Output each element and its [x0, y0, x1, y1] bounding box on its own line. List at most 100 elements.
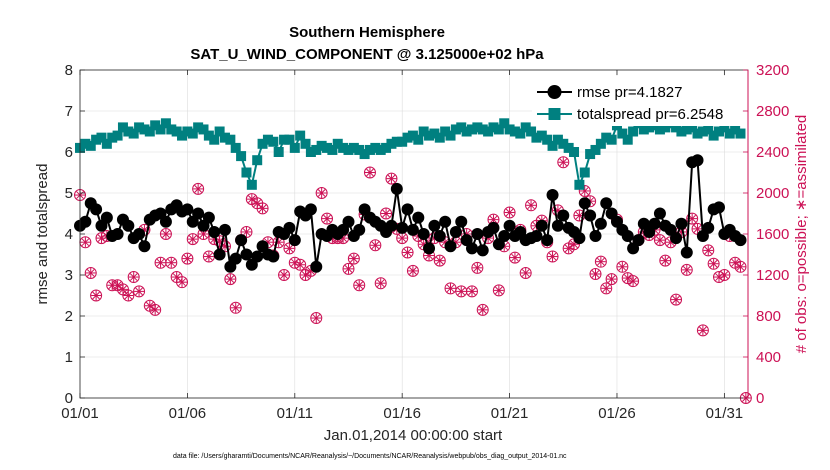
obs-possible-point [605, 273, 618, 286]
totalspread-point [617, 128, 628, 139]
obs-assimilated-point [279, 270, 290, 280]
obs-possible-point [616, 260, 629, 273]
totalspread-point [697, 126, 708, 137]
totalspread-point [424, 130, 435, 141]
totalspread-point [671, 122, 682, 133]
rmse-point [251, 250, 264, 263]
obs-assimilated-point [520, 267, 531, 278]
rmse-point [138, 240, 151, 253]
obs-assimilated-point [692, 223, 703, 234]
obs-possible-point [321, 212, 334, 225]
totalspread-point [343, 144, 354, 155]
totalspread-point [295, 130, 306, 141]
totalspread-point [719, 122, 730, 133]
rmse-point [444, 240, 457, 253]
obs-possible-point [224, 273, 237, 286]
rmse-point [648, 217, 661, 230]
totalspread-point [225, 134, 236, 145]
totalspread-point [585, 149, 596, 160]
totalspread-point [117, 122, 128, 133]
obs-assimilated-point [241, 226, 252, 237]
rmse-point [471, 228, 484, 240]
y2-axis-ticks: 0 400 800 1200 1600 2000 2400 2800 3200 [743, 62, 789, 407]
totalspread-point [171, 126, 182, 137]
y2-tick-label: 3200 [756, 62, 789, 79]
y2-tick-label: 0 [756, 390, 764, 407]
totalspread-point [348, 142, 359, 153]
obs-assimilated-point [364, 167, 375, 178]
rmse-point [680, 246, 693, 259]
x-tick-label: 01/16 [383, 405, 421, 422]
totalspread-point [526, 126, 537, 137]
totalspread-point [606, 134, 617, 145]
totalspread-point [413, 134, 424, 145]
totalspread-point [128, 128, 139, 139]
obs-possible-point [444, 282, 457, 295]
rmse-point [283, 221, 296, 234]
totalspread-point [203, 130, 214, 141]
totalspread-point [601, 132, 612, 143]
totalspread-point [579, 167, 590, 178]
totalspread-point [268, 136, 279, 147]
rmse-point [455, 215, 468, 228]
rmse-point [240, 248, 253, 261]
rmse-point [557, 209, 570, 222]
obs-assimilated-point [493, 285, 504, 296]
obs-possible-point [310, 312, 323, 325]
obs-assimilated-point [144, 300, 155, 311]
totalspread-point [429, 128, 440, 139]
totalspread-point [547, 140, 558, 151]
obs-possible-point [503, 206, 516, 219]
obs-possible-point [546, 250, 559, 263]
rmse-point [229, 252, 242, 265]
obs-assimilated-point [547, 251, 558, 262]
rmse-point [584, 209, 597, 222]
obs-assimilated-point [381, 208, 392, 219]
y-tick-label: 5 [65, 185, 73, 202]
y-tick-label: 7 [65, 103, 73, 120]
obs-possible-point [519, 266, 532, 279]
rmse-point [79, 215, 92, 228]
totalspread-point [569, 147, 580, 157]
obs-assimilated-point [488, 214, 499, 225]
rmse-point [503, 219, 516, 232]
rmse-point [487, 221, 500, 234]
rmse-point [267, 250, 280, 263]
obs-assimilated-point [402, 247, 413, 258]
totalspread-point [681, 124, 692, 135]
rmse-point [208, 225, 221, 238]
obs-possible-point [90, 289, 103, 302]
obs-assimilated-point [590, 268, 601, 279]
totalspread-point [96, 132, 107, 143]
rmse-point [401, 203, 414, 216]
rmse-point [594, 217, 607, 230]
legend: rmse pr=4.1827 totalspread pr=6.2548 [532, 76, 742, 126]
totalspread-point [552, 134, 563, 145]
totalspread-point [230, 142, 241, 153]
obs-assimilated-point [316, 188, 327, 198]
rmse-point [573, 232, 586, 245]
obs-possible-point [192, 182, 205, 195]
legend-spread-label: totalspread pr=6.2548 [577, 106, 723, 123]
obs-possible-point [181, 252, 194, 265]
totalspread-point [477, 124, 488, 135]
obs-possible-point [476, 303, 489, 316]
obs-assimilated-point [230, 302, 241, 313]
x-axis-ticks: 01/01 01/06 01/11 01/16 01/21 01/26 01/31 [61, 70, 743, 422]
totalspread-point [440, 126, 451, 137]
totalspread-point [91, 134, 102, 145]
obs-possible-point [240, 225, 253, 238]
totalspread-point [370, 142, 381, 153]
obs-possible-point [433, 254, 446, 267]
totalspread-point [300, 138, 311, 149]
rmse-point [600, 197, 613, 210]
rmse-point [632, 234, 645, 247]
totalspread-point [735, 128, 746, 139]
obs-possible-point [229, 301, 242, 314]
obs-possible-point [525, 199, 538, 212]
obs-possible-point [696, 324, 709, 337]
totalspread-point [262, 134, 273, 145]
y-tick-label: 6 [65, 144, 73, 161]
y2-tick-label: 2000 [756, 185, 789, 202]
totalspread-point [730, 124, 741, 135]
